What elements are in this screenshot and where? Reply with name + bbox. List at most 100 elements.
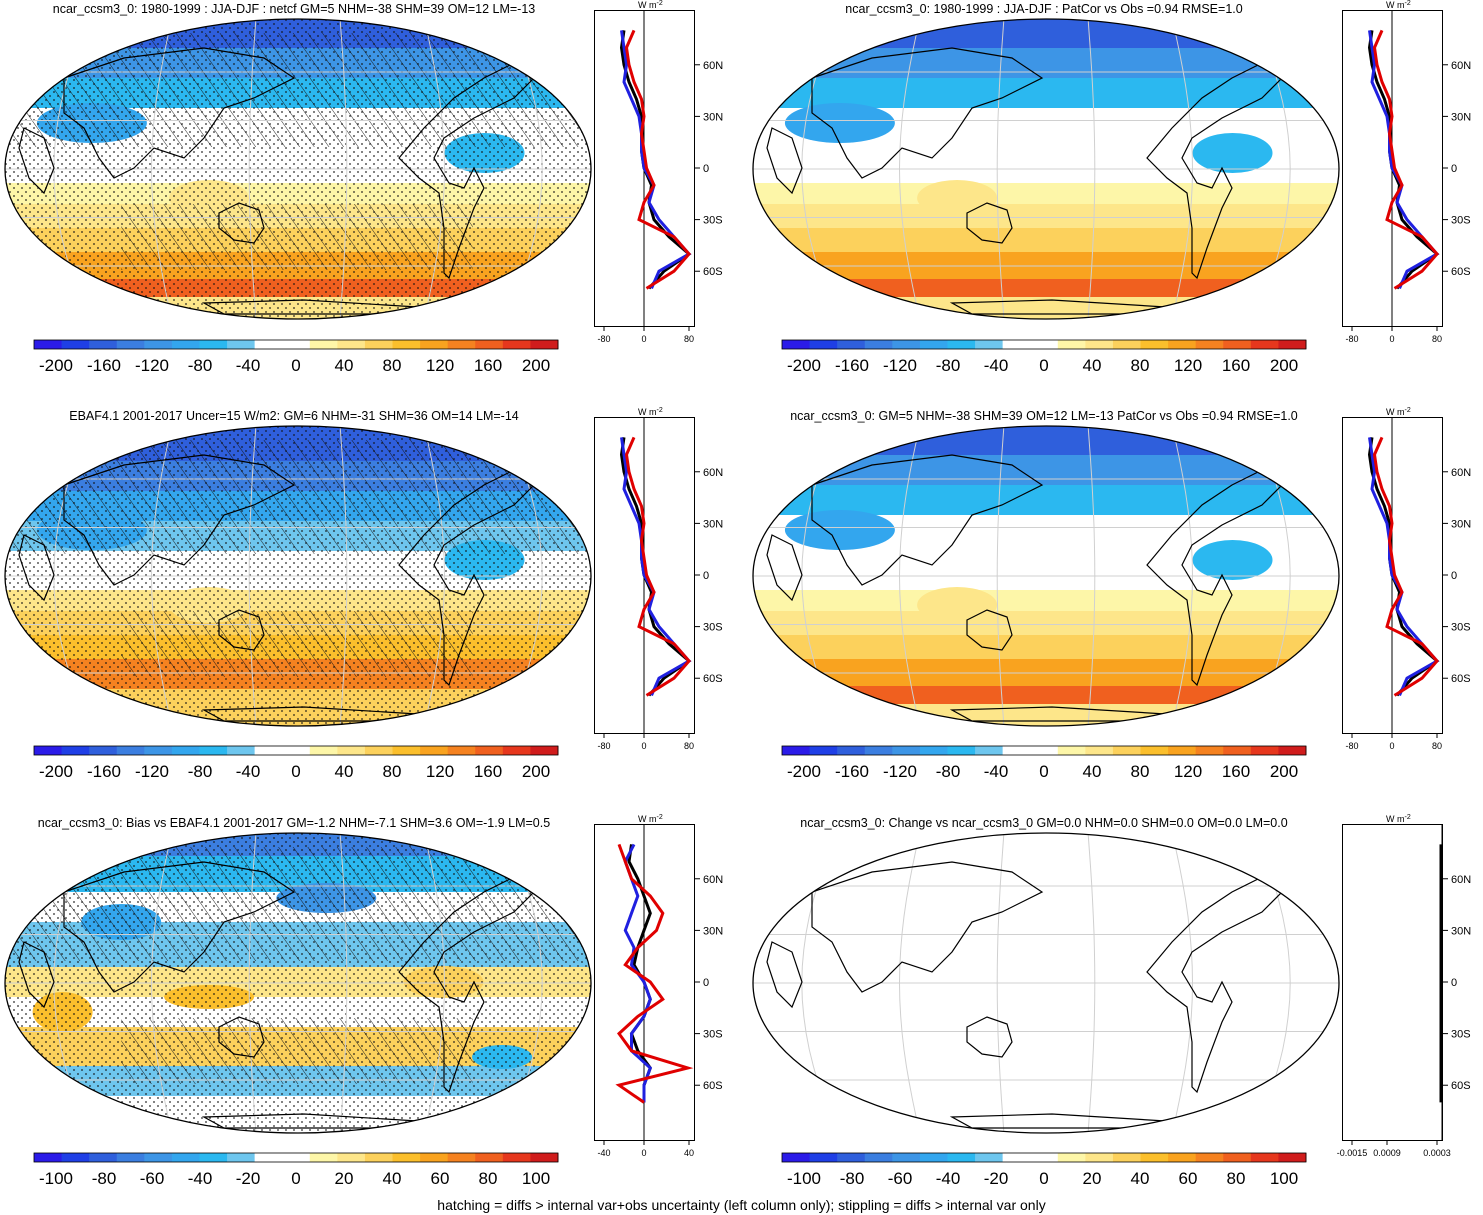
colorbar-swatch xyxy=(837,340,866,349)
colorbar-label: -160 xyxy=(87,762,121,781)
field-band xyxy=(753,204,1339,229)
colorbar-swatch xyxy=(282,1153,311,1162)
colorbar-label: 40 xyxy=(1083,762,1102,781)
colorbar-label: -80 xyxy=(936,356,961,375)
profile-x-label: -80 xyxy=(597,741,610,751)
colorbar-swatch xyxy=(1168,1153,1197,1162)
colorbar-swatch xyxy=(420,746,449,755)
graticule-meridian xyxy=(248,833,257,1133)
colorbar-label: 40 xyxy=(335,762,354,781)
colorbar-label: 160 xyxy=(1222,762,1250,781)
colorbar-swatch xyxy=(199,340,228,349)
colorbar-swatch xyxy=(1112,340,1142,349)
colorbar-label: -120 xyxy=(135,762,169,781)
graticule-meridian xyxy=(996,19,1005,319)
profile-x-label: 0 xyxy=(641,1148,646,1158)
coastline xyxy=(966,609,1013,651)
colorbar-swatch xyxy=(144,746,173,755)
colorbar-label: -80 xyxy=(188,356,213,375)
field-anomaly xyxy=(1192,540,1273,580)
colorbar-swatch xyxy=(282,746,311,755)
colorbar-label: 200 xyxy=(1270,762,1298,781)
colorbar-swatch xyxy=(309,1153,338,1162)
colorbar-swatch xyxy=(782,1153,811,1162)
profile-x-label: -80 xyxy=(597,334,610,344)
colorbar-swatch xyxy=(144,1153,173,1162)
colorbar-swatch xyxy=(392,746,421,755)
coastline xyxy=(811,47,1044,179)
profile-line-red xyxy=(1372,436,1439,697)
colorbar: -200 -160 -120 -80 -40 0 40 80 120 160 200 xyxy=(33,745,559,781)
world-map xyxy=(4,832,592,1134)
colorbar-label: 40 xyxy=(1131,1169,1150,1188)
colorbar-frame xyxy=(33,1152,559,1163)
colorbar-swatch xyxy=(919,340,948,349)
colorbar-swatch xyxy=(1250,1153,1279,1162)
colorbar-label: 100 xyxy=(522,1169,550,1188)
coastline xyxy=(811,454,1044,586)
colorbar-swatch xyxy=(34,1153,63,1162)
colorbar-label: 0 xyxy=(1039,762,1048,781)
colorbar-swatch xyxy=(782,746,811,755)
colorbar-swatch xyxy=(227,1153,256,1162)
colorbar-swatch xyxy=(1030,1153,1059,1162)
lat-label: 30N xyxy=(703,518,723,530)
field-band xyxy=(753,635,1339,660)
colorbar-swatch xyxy=(1002,340,1031,349)
field-anomaly xyxy=(784,103,895,143)
colorbar: -200 -160 -120 -80 -40 0 40 80 120 160 200 xyxy=(781,745,1307,781)
colorbar-label: -80 xyxy=(936,762,961,781)
lat-label: 30S xyxy=(1451,622,1471,634)
colorbar-label: -20 xyxy=(236,1169,261,1188)
colorbar-frame xyxy=(781,1152,1307,1163)
graticule-meridian xyxy=(423,833,446,1133)
coastline xyxy=(63,861,296,993)
graticule-meridian xyxy=(1171,19,1194,319)
colorbar-swatch xyxy=(502,746,531,755)
coastline xyxy=(18,127,55,195)
colorbar-label: 120 xyxy=(1174,762,1202,781)
field-band xyxy=(753,426,1339,456)
world-map xyxy=(4,18,592,320)
colorbar-swatch xyxy=(1112,1153,1142,1162)
colorbar-frame xyxy=(33,745,559,756)
field-band xyxy=(753,183,1339,205)
colorbar-label: 160 xyxy=(474,356,502,375)
coastline xyxy=(811,861,1044,993)
lat-label: 30S xyxy=(1451,215,1471,227)
coastline xyxy=(966,202,1013,244)
graticule-meridian xyxy=(423,19,446,319)
colorbar-label: 60 xyxy=(1179,1169,1198,1188)
colorbar-swatch xyxy=(864,746,893,755)
graticule-meridian xyxy=(248,426,257,726)
colorbar-label: -200 xyxy=(39,356,73,375)
colorbar-swatch xyxy=(61,340,90,349)
field-anomaly xyxy=(917,587,998,623)
zonal-profile: W m-2 60N 30N 0 30S 60S -80 0 80 xyxy=(1342,407,1471,751)
colorbar-swatch xyxy=(447,340,476,349)
colorbar-swatch xyxy=(864,340,893,349)
colorbar-label: 0 xyxy=(291,356,300,375)
colorbar-swatch xyxy=(530,1153,559,1162)
hatching-overlay xyxy=(5,847,591,961)
colorbar-swatch xyxy=(171,1153,200,1162)
colorbar-label: -20 xyxy=(984,1169,1009,1188)
colorbar-swatch xyxy=(1223,1153,1252,1162)
colorbar-label: -100 xyxy=(787,1169,821,1188)
colorbar-label: 60 xyxy=(431,1169,450,1188)
colorbar-swatch xyxy=(1057,340,1086,349)
colorbar-swatch xyxy=(337,1153,366,1162)
colorbar-label: -40 xyxy=(188,1169,213,1188)
panel-title: EBAF4.1 2001-2017 Uncer=15 W/m2: GM=6 NH… xyxy=(69,409,519,423)
field-anomaly xyxy=(1192,133,1273,173)
colorbar-swatch xyxy=(530,746,559,755)
colorbar-label: 20 xyxy=(335,1169,354,1188)
colorbar-frame xyxy=(781,745,1307,756)
panel-title: ncar_ccsm3_0: Bias vs EBAF4.1 2001-2017 … xyxy=(37,816,551,830)
profile-line-red xyxy=(624,29,691,290)
colorbar-label: -60 xyxy=(888,1169,913,1188)
colorbar-swatch xyxy=(502,1153,531,1162)
colorbar-swatch xyxy=(144,340,173,349)
colorbar-swatch xyxy=(947,1153,976,1162)
profile-x-label: 80 xyxy=(684,741,694,751)
